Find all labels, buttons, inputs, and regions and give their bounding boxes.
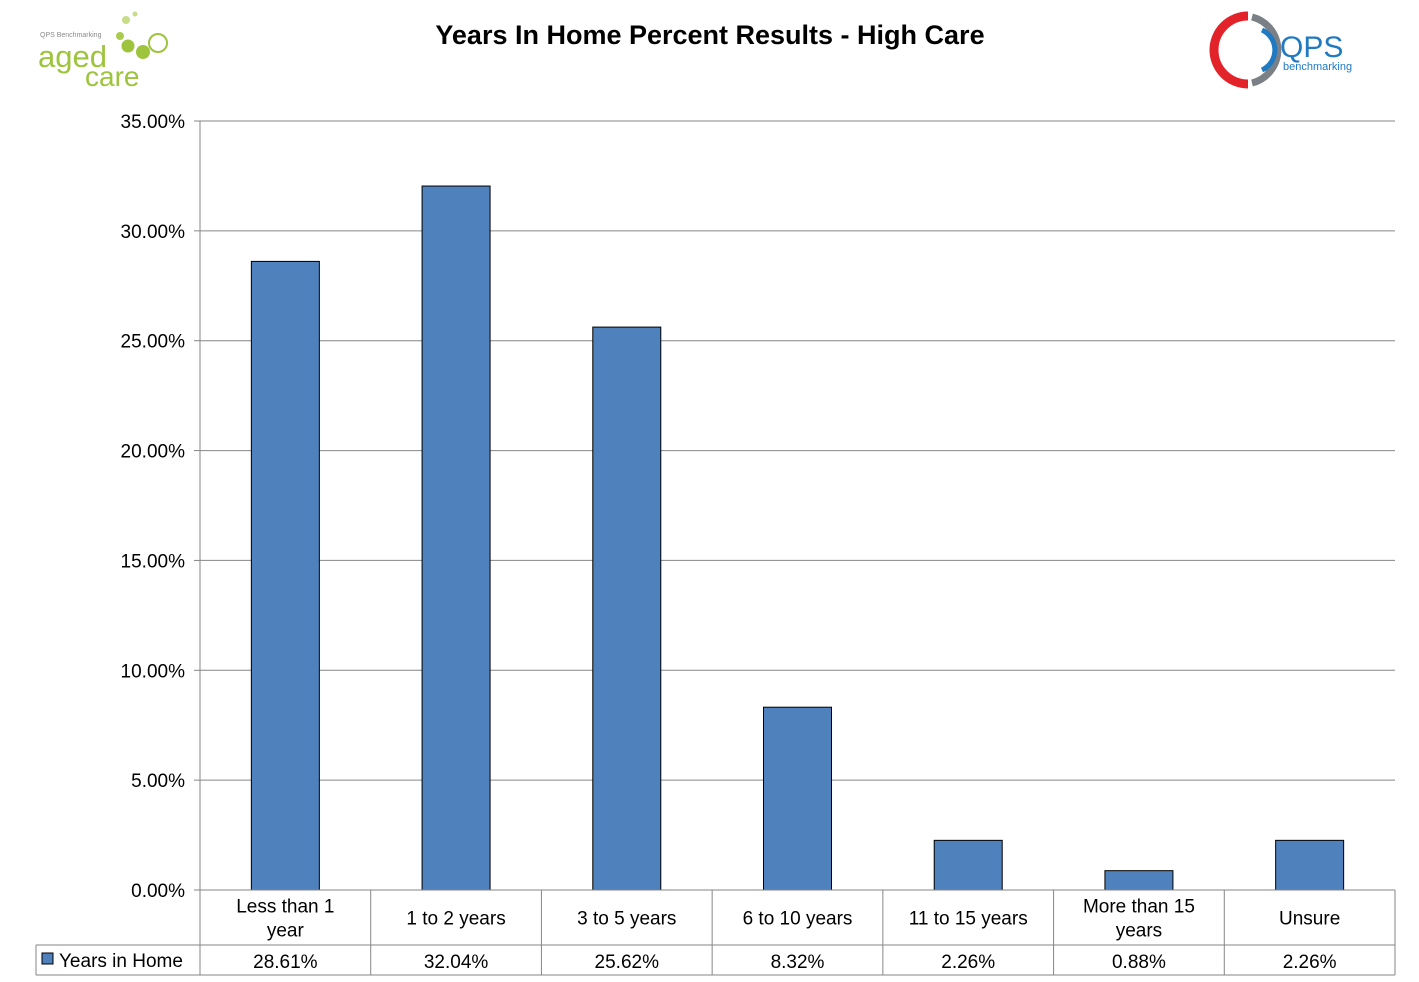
logo-dot [116,32,124,40]
data-label: 25.62% [595,952,660,973]
data-label: 28.61% [253,952,318,973]
logo-small-text: QPS Benchmarking [40,32,102,39]
y-tick-label: 30.00% [121,222,186,243]
y-tick-label: 35.00% [121,112,186,133]
x-tick-label: year [267,921,305,942]
data-label: 0.88% [1112,952,1166,973]
x-tick-label: Less than 1 [236,897,334,918]
y-tick-label: 5.00% [131,771,185,792]
logo-arc-gray [1251,13,1282,87]
logo-dot [121,39,135,53]
data-label: 2.26% [941,952,995,973]
grid [200,120,1395,781]
qps-logo: QPS benchmarking [1209,11,1352,89]
logo-word-benchmarking: benchmarking [1283,61,1352,73]
axes [199,121,1395,891]
logo-dot [136,45,150,59]
y-tick-label: 25.00% [121,332,186,353]
bar [592,326,662,891]
logo-arc-red [1209,11,1249,89]
x-tick-label: Unsure [1279,909,1340,930]
data-table: Less than 1 year 1 to 2 years 3 to 5 years 6… [35,890,1396,976]
bar [250,260,320,891]
logo-dot [148,33,168,53]
bars [250,185,1345,891]
legend-swatch [41,952,54,965]
data-label: 2.26% [1283,952,1337,973]
logo-word-care: care [85,61,139,92]
data-label: 32.04% [424,952,489,973]
bar [933,839,1003,891]
x-tick-label: More than 15 [1083,897,1195,918]
x-tick-label: years [1116,921,1162,942]
y-axis: 0.00% 5.00% 10.00% 15.00% 20.00% 25.00% 30.00%… [121,112,200,902]
bar [1104,870,1174,891]
aged-care-logo: QPS Benchmarking aged care [38,11,168,92]
y-tick-label: 20.00% [121,442,186,463]
logo-dot [122,16,130,24]
data-label: 8.32% [771,952,825,973]
bar [763,706,832,891]
y-tick-label: 0.00% [131,881,185,902]
y-tick-label: 15.00% [121,551,186,572]
logo-word-aged: aged [38,39,107,74]
logo-arc-blue [1260,27,1278,73]
y-tick-label: 10.00% [121,661,186,682]
logo-dot [132,11,138,17]
bar [421,185,491,891]
chart-title: Years In Home Percent Results - High Car… [435,20,984,50]
logo-word-qps: QPS [1280,31,1343,64]
bar [1275,839,1345,891]
legend-label: Years in Home [59,951,183,972]
x-tick-label: 1 to 2 years [406,909,505,930]
x-tick-label: 6 to 10 years [743,909,853,930]
x-tick-label: 3 to 5 years [577,909,676,930]
x-tick-label: 11 to 15 years [909,909,1028,930]
